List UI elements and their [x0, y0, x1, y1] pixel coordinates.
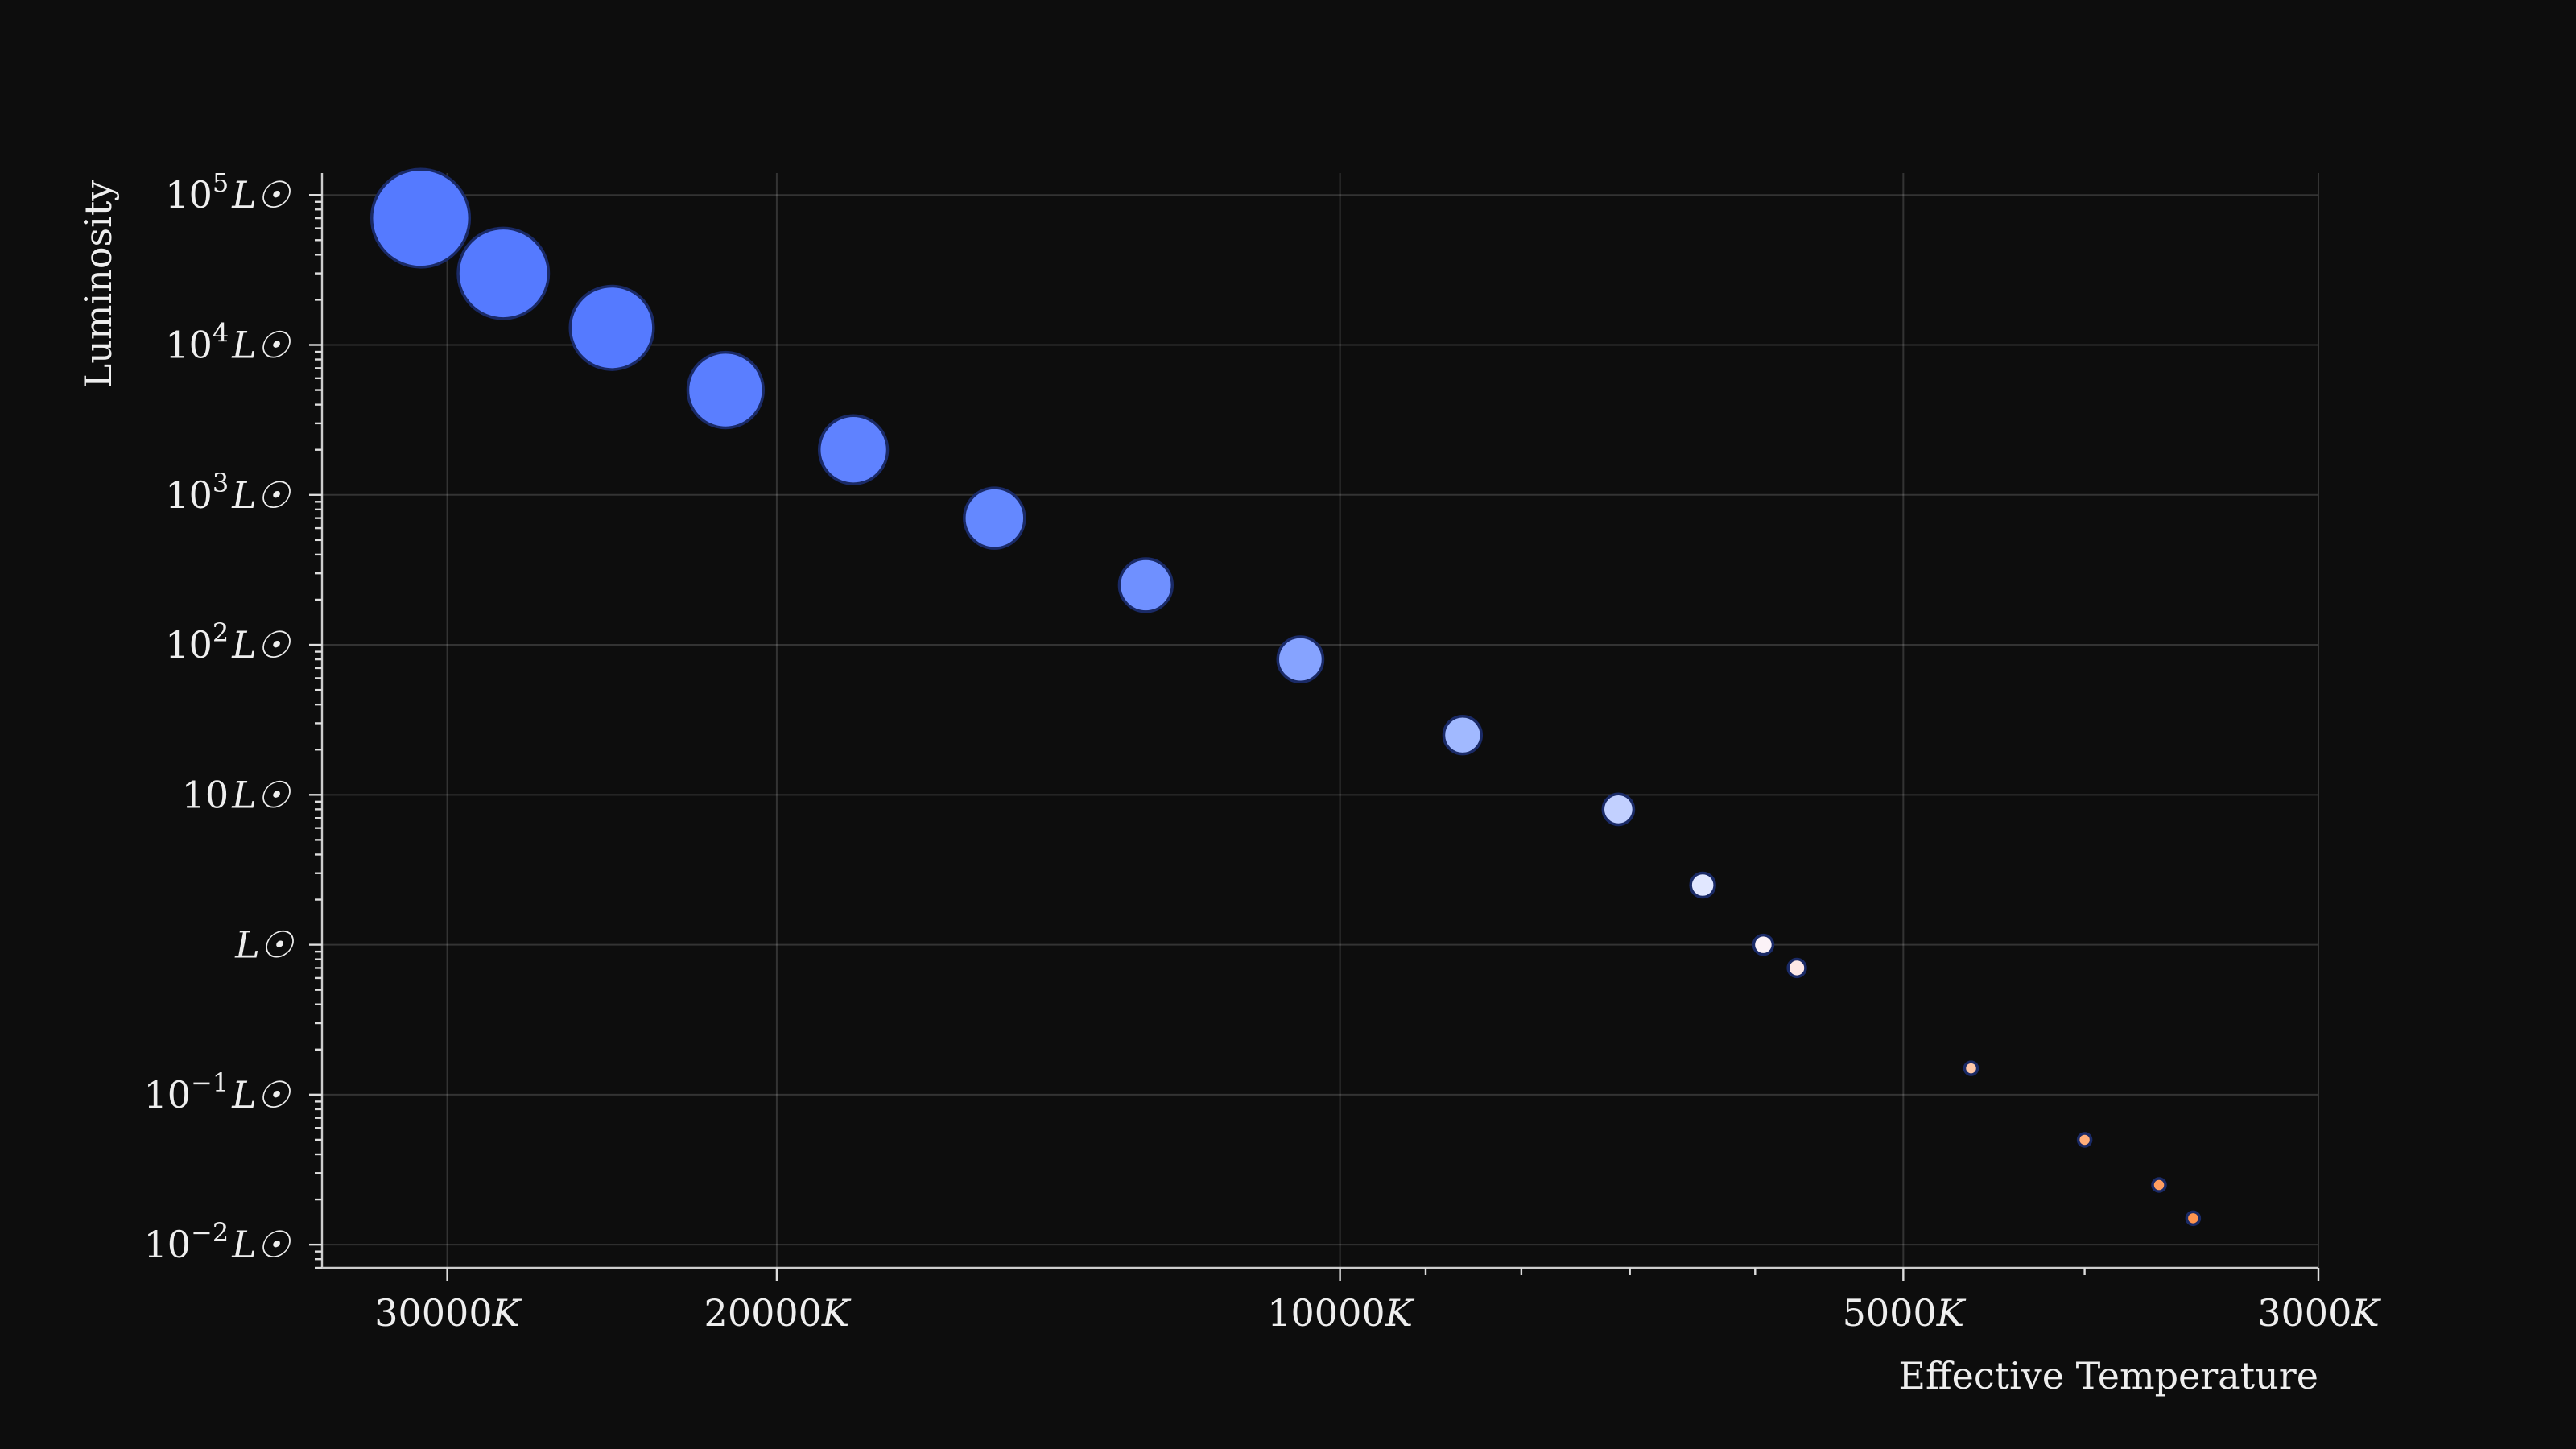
x-axis-ticks: 30000K 20000K 10000K 5000K 3000K — [374, 1268, 2381, 1335]
star-point — [1786, 957, 1807, 979]
x-tick-label: 5000K — [1843, 1291, 1967, 1335]
x-axis-title: Effective Temperature — [1898, 1354, 2318, 1397]
star-point — [1601, 792, 1636, 827]
data-points — [369, 167, 2202, 1227]
star-point — [1963, 1060, 1979, 1076]
star-point — [1276, 635, 1325, 683]
star-point — [568, 284, 655, 371]
y-tick-label: 10−2L☉ — [143, 1217, 291, 1266]
star-point — [2185, 1210, 2202, 1227]
x-tick-label: 3000K — [2257, 1291, 2381, 1335]
star-point — [686, 350, 765, 430]
star-point — [369, 167, 472, 269]
y-tick-label: L☉ — [234, 923, 295, 967]
star-point — [1689, 871, 1716, 899]
grid-lines — [322, 173, 2319, 1268]
axes — [320, 173, 2318, 1269]
star-point — [1752, 933, 1775, 956]
star-point — [817, 414, 890, 485]
y-axis-title: Luminosity — [76, 180, 120, 389]
star-point — [2076, 1132, 2093, 1148]
x-tick-label: 10000K — [1267, 1291, 1414, 1335]
y-tick-label: 105L☉ — [165, 167, 291, 217]
star-point — [963, 486, 1026, 550]
star-point — [2151, 1177, 2167, 1193]
star-point — [1117, 557, 1174, 613]
star-point — [1442, 715, 1484, 756]
y-tick-label: 104L☉ — [165, 317, 291, 366]
y-tick-label: 102L☉ — [165, 617, 291, 667]
y-tick-label: 10L☉ — [182, 773, 291, 816]
y-tick-label: 103L☉ — [165, 468, 291, 517]
star-point — [456, 226, 551, 320]
x-tick-label: 30000K — [374, 1291, 522, 1335]
y-tick-label: 10−1L☉ — [143, 1067, 291, 1117]
y-axis-ticks: 105L☉ 104L☉ 103L☉ 102L☉ 10L☉ L☉ 10−1L☉ 10−2L☉ — [143, 167, 322, 1269]
x-tick-label: 20000K — [704, 1291, 852, 1335]
